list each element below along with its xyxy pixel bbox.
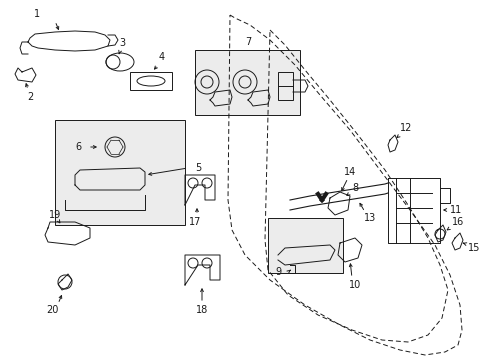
Text: 11: 11: [449, 205, 461, 215]
Text: 18: 18: [196, 305, 208, 315]
Bar: [195, 50, 299, 115]
Text: 9: 9: [274, 267, 281, 277]
Text: 17: 17: [188, 217, 201, 227]
Text: 2: 2: [27, 92, 33, 102]
Text: 19: 19: [49, 210, 61, 220]
Text: 4: 4: [159, 52, 165, 62]
Bar: [278, 72, 292, 100]
Text: 5: 5: [195, 163, 201, 173]
Text: 8: 8: [351, 183, 357, 193]
Text: 3: 3: [119, 38, 125, 48]
Text: 20: 20: [46, 305, 58, 315]
Bar: [55, 120, 184, 225]
Text: 13: 13: [363, 213, 375, 223]
Text: 16: 16: [451, 217, 463, 227]
Text: 6: 6: [75, 142, 81, 152]
Text: 7: 7: [244, 37, 251, 47]
Text: 1: 1: [34, 9, 40, 19]
Bar: [130, 72, 172, 90]
Text: 15: 15: [467, 243, 479, 253]
Text: 10: 10: [348, 280, 360, 290]
Bar: [267, 218, 342, 273]
Text: 12: 12: [399, 123, 411, 133]
Text: 14: 14: [343, 167, 355, 177]
